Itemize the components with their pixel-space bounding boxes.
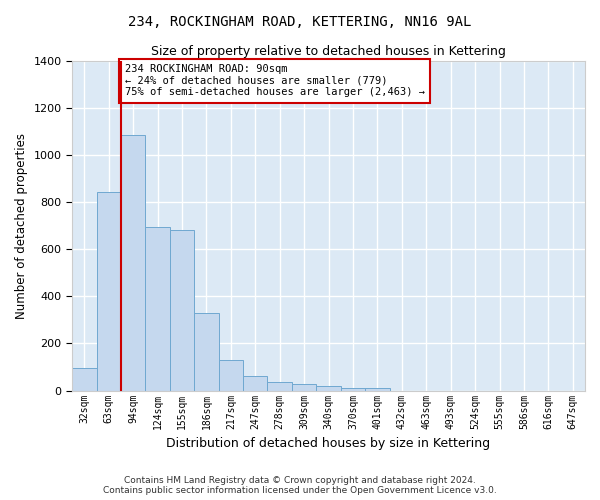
Bar (243, 376, 268, 390)
X-axis label: Distribution of detached houses by size in Kettering: Distribution of detached houses by size … (166, 437, 491, 450)
Bar (341, 388, 365, 390)
Bar (72, 368, 97, 390)
Bar (170, 230, 194, 390)
Bar (194, 313, 218, 390)
Bar (365, 388, 389, 390)
Y-axis label: Number of detached properties: Number of detached properties (15, 132, 28, 318)
Bar (316, 386, 341, 390)
Bar (218, 360, 243, 390)
Bar (268, 382, 292, 390)
Title: Size of property relative to detached houses in Kettering: Size of property relative to detached ho… (151, 45, 506, 58)
Text: Contains HM Land Registry data © Crown copyright and database right 2024.
Contai: Contains HM Land Registry data © Crown c… (103, 476, 497, 495)
Bar (121, 135, 145, 390)
Bar (97, 192, 121, 390)
Bar (292, 384, 316, 390)
Bar (145, 227, 170, 390)
Text: 234, ROCKINGHAM ROAD, KETTERING, NN16 9AL: 234, ROCKINGHAM ROAD, KETTERING, NN16 9A… (128, 15, 472, 29)
Text: 234 ROCKINGHAM ROAD: 90sqm
← 24% of detached houses are smaller (779)
75% of sem: 234 ROCKINGHAM ROAD: 90sqm ← 24% of deta… (125, 64, 425, 98)
